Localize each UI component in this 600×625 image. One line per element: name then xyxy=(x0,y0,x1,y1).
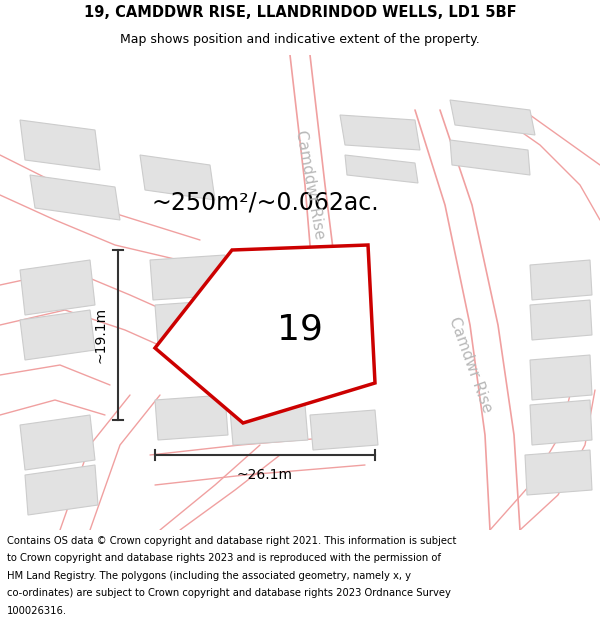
Text: HM Land Registry. The polygons (including the associated geometry, namely x, y: HM Land Registry. The polygons (includin… xyxy=(7,571,411,581)
Polygon shape xyxy=(525,450,592,495)
Text: 19: 19 xyxy=(277,312,323,347)
Text: ~250m²/~0.062ac.: ~250m²/~0.062ac. xyxy=(151,191,379,215)
Polygon shape xyxy=(20,415,95,470)
Text: Camddwr Rise: Camddwr Rise xyxy=(293,129,327,241)
Text: ~19.1m: ~19.1m xyxy=(93,307,107,363)
Polygon shape xyxy=(150,255,228,300)
Polygon shape xyxy=(20,310,95,360)
Text: ~26.1m: ~26.1m xyxy=(237,468,293,482)
Text: to Crown copyright and database rights 2023 and is reproduced with the permissio: to Crown copyright and database rights 2… xyxy=(7,553,441,563)
Polygon shape xyxy=(530,400,592,445)
Polygon shape xyxy=(530,355,592,400)
Polygon shape xyxy=(340,115,420,150)
Text: Camdwr Rise: Camdwr Rise xyxy=(446,315,494,415)
Polygon shape xyxy=(155,300,228,345)
Polygon shape xyxy=(20,120,100,170)
Polygon shape xyxy=(530,300,592,340)
Text: Contains OS data © Crown copyright and database right 2021. This information is : Contains OS data © Crown copyright and d… xyxy=(7,536,457,546)
Polygon shape xyxy=(450,100,535,135)
Polygon shape xyxy=(140,155,215,200)
Text: Map shows position and indicative extent of the property.: Map shows position and indicative extent… xyxy=(120,33,480,46)
Polygon shape xyxy=(530,260,592,300)
Polygon shape xyxy=(155,245,375,423)
Text: 100026316.: 100026316. xyxy=(7,606,67,616)
Polygon shape xyxy=(20,260,95,315)
Polygon shape xyxy=(30,175,120,220)
Polygon shape xyxy=(25,465,98,515)
Polygon shape xyxy=(345,155,418,183)
Polygon shape xyxy=(155,395,228,440)
Polygon shape xyxy=(310,410,378,450)
Text: 19, CAMDDWR RISE, LLANDRINDOD WELLS, LD1 5BF: 19, CAMDDWR RISE, LLANDRINDOD WELLS, LD1… xyxy=(83,4,517,19)
Text: co-ordinates) are subject to Crown copyright and database rights 2023 Ordnance S: co-ordinates) are subject to Crown copyr… xyxy=(7,588,451,598)
Polygon shape xyxy=(450,140,530,175)
Polygon shape xyxy=(230,405,308,445)
